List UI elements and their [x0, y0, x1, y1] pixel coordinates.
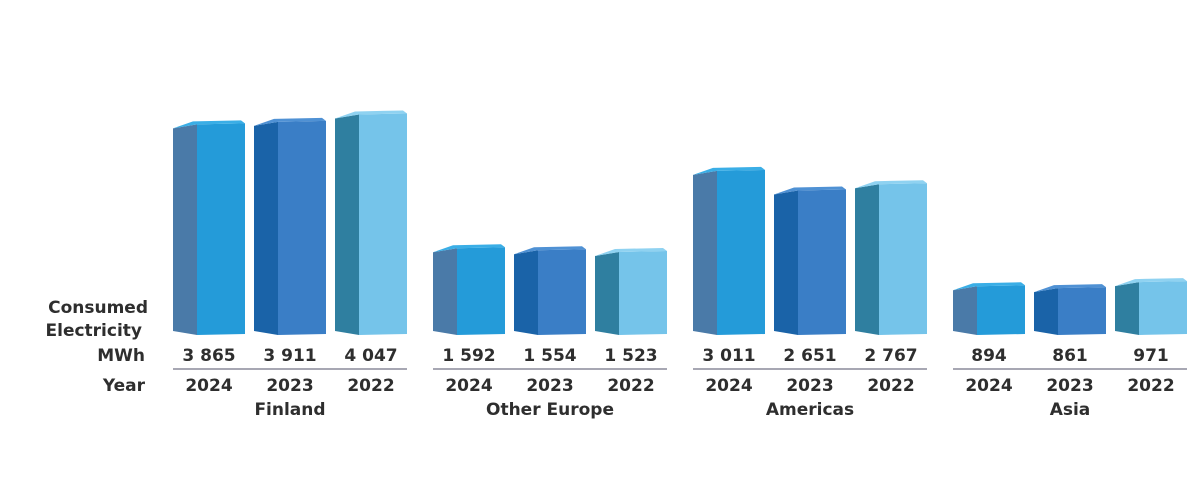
value-label: 3 911 [263, 346, 316, 366]
bar [595, 247, 667, 335]
bar-layer [173, 110, 1187, 370]
bar [254, 117, 326, 336]
bar-front-face [278, 120, 326, 336]
year-label: 2024 [705, 376, 752, 396]
bar-group [953, 278, 1187, 335]
value-label: 894 [971, 346, 1007, 366]
bar-front-face [879, 183, 927, 335]
bar-front-face [977, 285, 1025, 335]
value-label: 1 554 [523, 346, 576, 366]
bar-side-face [693, 170, 717, 335]
bar-side-face [774, 190, 798, 335]
value-label: 1 592 [442, 346, 495, 366]
value-label: 2 651 [783, 346, 836, 366]
bar-side-face [335, 114, 359, 335]
bar-top-face [514, 246, 586, 255]
bar-side-face [855, 184, 879, 335]
bar-side-face [595, 251, 619, 335]
label-layer: Consumed Electricity MWh Year 3 865 2024 3… [46, 298, 1175, 420]
bar-side-face [1034, 288, 1058, 335]
value-label: 2 767 [864, 346, 917, 366]
bar-side-face [254, 121, 278, 336]
bar-top-face [1034, 284, 1106, 293]
group-label: Finland [254, 400, 325, 420]
bar-group [173, 110, 407, 336]
bar-top-face [173, 120, 245, 129]
bar-side-face [514, 250, 538, 335]
year-label: 2024 [965, 376, 1012, 396]
group-label: Asia [1050, 400, 1091, 420]
row-label-year: Year [102, 376, 146, 396]
year-label: 2023 [526, 376, 573, 396]
bar-group [693, 166, 927, 335]
year-label: 2022 [867, 376, 914, 396]
row-label-metric-line1: Consumed [48, 298, 148, 318]
year-label: 2024 [185, 376, 232, 396]
bar [1115, 278, 1187, 335]
bar [855, 180, 927, 335]
bar-front-face [197, 123, 245, 335]
bar-front-face [798, 189, 846, 335]
bar [514, 246, 586, 335]
bar-front-face [1058, 287, 1106, 335]
bar [774, 186, 846, 335]
value-label: 3 011 [702, 346, 755, 366]
bar-front-face [457, 247, 505, 335]
bar-side-face [433, 248, 457, 335]
bar-side-face [173, 124, 197, 335]
bar [433, 244, 505, 335]
value-label: 861 [1052, 346, 1088, 366]
bar [1034, 284, 1106, 335]
bar-top-face [433, 244, 505, 253]
bar-side-face [953, 286, 977, 335]
value-label: 971 [1133, 346, 1169, 366]
bar-front-face [619, 250, 667, 335]
bar-top-face [254, 117, 326, 126]
group-label: Other Europe [486, 400, 614, 420]
bar-top-face [1115, 278, 1187, 287]
year-label: 2023 [266, 376, 313, 396]
year-label: 2023 [1046, 376, 1093, 396]
value-label: 3 865 [182, 346, 235, 366]
year-label: 2023 [786, 376, 833, 396]
year-label: 2022 [1127, 376, 1174, 396]
bar-front-face [538, 249, 586, 335]
bar-front-face [359, 113, 407, 335]
bar-front-face [717, 169, 765, 335]
bar [335, 110, 407, 335]
year-label: 2022 [347, 376, 394, 396]
bar-top-face [693, 166, 765, 175]
row-label-metric-line2: Electricity [46, 321, 143, 341]
value-label: 4 047 [344, 346, 397, 366]
bar-top-face [953, 282, 1025, 291]
bar-group [433, 244, 667, 335]
year-label: 2024 [445, 376, 492, 396]
bar [173, 120, 245, 335]
bar-top-face [335, 110, 407, 119]
group-label: Americas [766, 400, 854, 420]
bar-top-face [855, 180, 927, 189]
bar [693, 166, 765, 335]
bar [953, 282, 1025, 335]
bar-top-face [595, 247, 667, 256]
row-label-unit: MWh [97, 346, 145, 366]
year-label: 2022 [607, 376, 654, 396]
bar-side-face [1115, 282, 1139, 335]
bar-front-face [1139, 281, 1187, 335]
value-label: 1 523 [604, 346, 657, 366]
bar-top-face [774, 186, 846, 195]
